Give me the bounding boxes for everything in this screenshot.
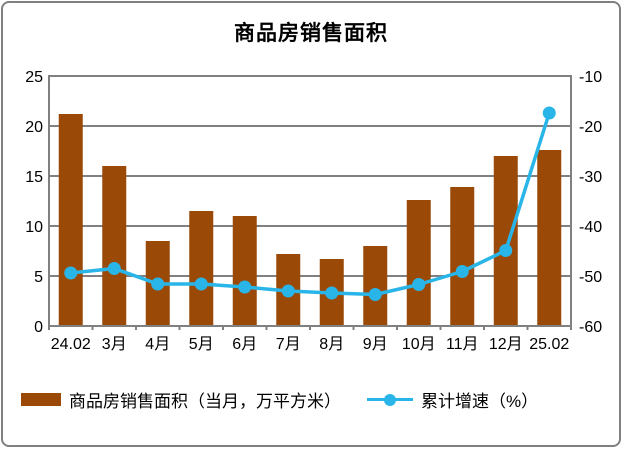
x-axis-label: 25.02: [529, 336, 569, 353]
bar: [102, 166, 127, 326]
right-axis-label: -60: [579, 319, 602, 336]
x-axis-label: 24.02: [51, 336, 91, 353]
line-marker: [238, 280, 252, 294]
line-marker: [499, 244, 513, 257]
line-marker: [368, 288, 382, 301]
line-series: [70, 112, 551, 297]
right-axis-label: -40: [579, 219, 602, 236]
x-axis-label: 6月: [232, 336, 257, 353]
left-axis-label: 25: [25, 69, 43, 86]
x-axis-label: 3月: [102, 336, 127, 353]
left-axis-label: 15: [25, 169, 43, 186]
left-axis-label: 5: [34, 269, 43, 286]
line-series-label: 累计增速（%）: [421, 392, 539, 411]
bar: [232, 216, 257, 326]
x-axis-label: 9月: [363, 336, 388, 353]
line-marker: [194, 277, 208, 291]
line-marker: [281, 284, 295, 298]
line-series-swatch-icon: [367, 393, 413, 407]
bar: [58, 114, 83, 326]
right-axis-label: -10: [579, 69, 602, 86]
left-axis-label: 20: [25, 119, 43, 136]
bar: [189, 211, 214, 326]
line-marker: [412, 278, 426, 291]
bar-series-label: 商品房销售面积（当月，万平方米）: [69, 392, 341, 411]
x-axis-label: 7月: [276, 336, 301, 353]
legend: 商品房销售面积（当月，万平方米） 累计增速（%）: [21, 387, 605, 412]
bar: [450, 187, 475, 326]
left-axis-label: 0: [34, 319, 43, 336]
right-axis-label: -50: [579, 269, 602, 286]
line-marker: [455, 265, 469, 278]
line-marker: [542, 106, 556, 120]
x-axis-label: 5月: [189, 336, 214, 353]
x-axis-label: 10月: [402, 336, 436, 353]
bar: [537, 150, 562, 326]
right-axis-label: -30: [579, 169, 602, 186]
x-axis-label: 12月: [489, 336, 523, 353]
bar: [363, 246, 388, 326]
line-marker: [107, 262, 121, 275]
line-marker: [325, 286, 339, 300]
bar: [406, 200, 431, 326]
x-axis-label: 11月: [446, 336, 479, 353]
bar-series-swatch-icon: [21, 393, 61, 406]
x-axis-label: 8月: [319, 336, 344, 353]
chart-title: 商品房销售面积: [234, 22, 388, 45]
bar: [493, 156, 518, 326]
chart-frame: 商品房销售面积 0 5 10 15 20 25 -60 -50 -40 -30 -20 -10 24.0…: [1, 1, 621, 447]
left-axis-label: 10: [25, 219, 43, 236]
line-marker: [64, 266, 78, 280]
right-axis-label: -20: [579, 119, 602, 136]
line-marker: [151, 277, 165, 291]
x-axis-label: 4月: [145, 336, 170, 353]
plot-border: [48, 75, 572, 327]
combo-chart-plot: 0 5 10 15 20 25 -60 -50 -40 -30 -20 -10 24.02 3月 4月 5月 6…: [25, 69, 602, 353]
